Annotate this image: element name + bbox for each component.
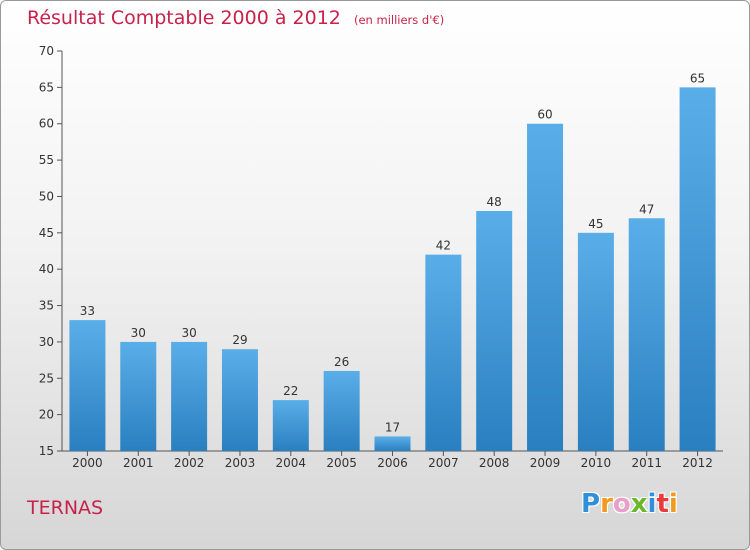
bar-2001 [120, 341, 157, 451]
bar-2003 [221, 349, 258, 451]
x-tick-label: 2005 [326, 456, 357, 470]
x-tick-label: 2006 [377, 456, 408, 470]
x-tick-label: 2000 [72, 456, 103, 470]
logo-letter: x [630, 489, 648, 519]
title-block: Résultat Comptable 2000 à 2012 (en milli… [27, 7, 444, 29]
data-label: 17 [385, 420, 400, 434]
bar-2012 [679, 87, 716, 451]
logo-letter: t [656, 489, 669, 519]
data-label: 48 [487, 195, 502, 209]
logo-letter: r [600, 489, 613, 519]
data-label: 65 [690, 71, 705, 85]
data-label: 26 [334, 355, 349, 369]
y-tick-label: 55 [39, 153, 54, 167]
bar-2009 [527, 123, 564, 452]
bar-2002 [171, 341, 208, 451]
data-label: 42 [436, 239, 451, 253]
data-label: 60 [537, 108, 552, 122]
y-tick-label: 70 [39, 44, 54, 58]
y-tick-label: 30 [39, 335, 54, 349]
bar-2011 [628, 218, 665, 451]
bar-2004 [272, 400, 309, 451]
data-label: 33 [80, 304, 95, 318]
bars: 33 30 30 29 22 26 17 42 48 60 45 47 65 [69, 71, 716, 452]
chart-title: Résultat Comptable 2000 à 2012 [27, 7, 341, 29]
x-tick-label: 2012 [682, 456, 713, 470]
proxiti-logo[interactable]: Proxiti [581, 489, 678, 519]
data-label: 22 [283, 384, 298, 398]
y-tick-label: 45 [39, 226, 54, 240]
chart-subtitle: (en milliers d'€) [353, 13, 445, 27]
x-tick-label: 2011 [631, 456, 662, 470]
y-tick-label: 50 [39, 189, 54, 203]
y-tick-label: 15 [39, 444, 54, 458]
data-label: 29 [232, 333, 247, 347]
x-tick-label: 2004 [276, 456, 307, 470]
data-label: 47 [639, 202, 654, 216]
data-label: 30 [131, 326, 146, 340]
bar-2005 [323, 371, 360, 451]
logo-letter: i [647, 489, 657, 519]
x-tick-label: 2009 [530, 456, 561, 470]
y-tick-label: 40 [39, 262, 54, 276]
x-tick-label: 2008 [479, 456, 510, 470]
y-tick-label: 25 [39, 371, 54, 385]
y-tick-label: 20 [39, 408, 54, 422]
data-label: 45 [588, 217, 603, 231]
x-tick-label: 2001 [123, 456, 154, 470]
x-tick-label: 2002 [174, 456, 205, 470]
y-tick-label: 35 [39, 299, 54, 313]
y-tick-label: 60 [39, 117, 54, 131]
y-tick-label: 65 [39, 80, 54, 94]
bar-2007 [425, 254, 462, 451]
bar-2008 [476, 211, 513, 451]
bar-2000 [69, 320, 106, 451]
logo-letter: P [581, 489, 601, 519]
bar-2010 [577, 232, 614, 451]
x-tick-label: 2007 [428, 456, 459, 470]
bar-2006 [374, 436, 411, 451]
x-tick-label: 2003 [225, 456, 256, 470]
logo-letter: o [612, 489, 631, 519]
data-label: 30 [181, 326, 196, 340]
x-tick-label: 2010 [581, 456, 612, 470]
logo-letter: i [668, 489, 678, 519]
commune-name: TERNAS [27, 497, 104, 519]
